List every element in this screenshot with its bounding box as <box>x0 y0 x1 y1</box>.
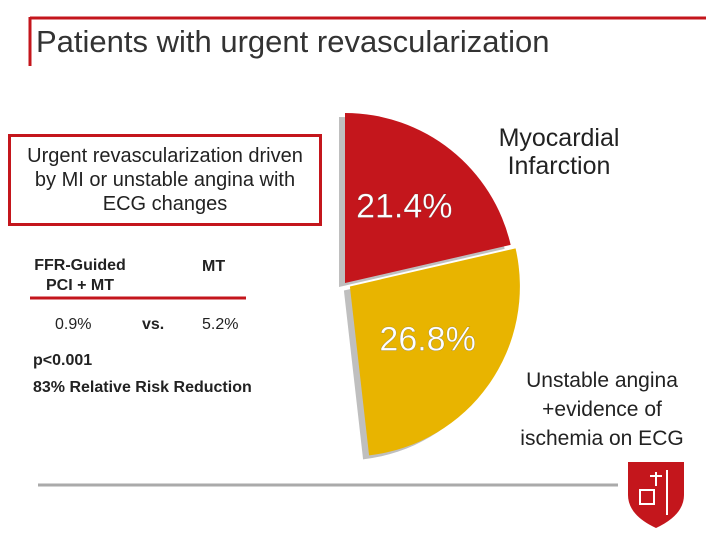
risk-reduction: 83% Relative Risk Reduction <box>33 379 252 396</box>
callout-box: Urgent revascularization driven by MI or… <box>8 134 322 226</box>
p-value: p<0.001 <box>33 352 93 369</box>
slice <box>349 248 520 456</box>
vs-text: vs. <box>142 316 165 333</box>
slice-label: Unstable angina +evidence of ischemia on… <box>520 369 684 450</box>
logo <box>628 462 684 528</box>
group-value: 0.9% <box>55 316 92 333</box>
pie: 21.4% 26.8% <box>339 113 520 460</box>
value-label: 21.4% <box>356 188 452 226</box>
slice-label: Myocardial Infarction <box>498 124 620 180</box>
title: Patients with urgent revascularization <box>36 24 550 59</box>
slice <box>345 113 511 283</box>
group-label: MT <box>202 258 226 275</box>
group-value: 5.2% <box>202 316 239 333</box>
group-label: FFR-Guided PCI + MT <box>34 257 126 294</box>
value-label: 26.8% <box>379 320 475 358</box>
